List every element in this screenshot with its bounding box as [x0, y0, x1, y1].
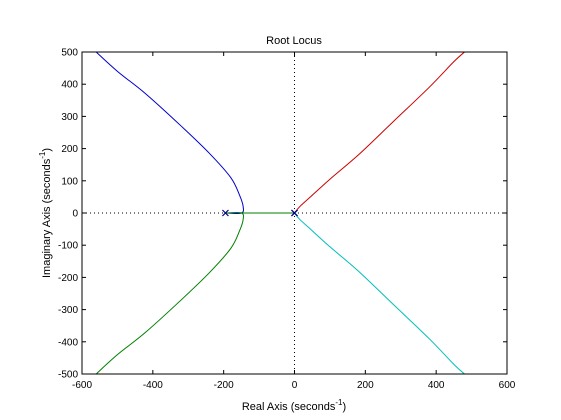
x-tick-label: 200	[357, 380, 374, 391]
x-tick-label: -400	[143, 380, 163, 391]
x-axis-label-close: )	[343, 401, 347, 413]
x-axis-label-text: Real Axis (seconds	[242, 401, 336, 413]
chart-title: Root Locus	[266, 35, 322, 47]
x-tick-label: -600	[72, 380, 92, 391]
y-axis-label-sup: -1	[38, 151, 47, 159]
locus-branch-2	[95, 212, 244, 375]
x-tick-label: 600	[499, 380, 516, 391]
y-tick-label: -100	[58, 241, 78, 252]
y-tick-label: -400	[58, 337, 78, 348]
pole-marker-3	[291, 209, 298, 217]
y-tick-label: -500	[58, 370, 78, 381]
y-tick-label: 400	[61, 80, 78, 91]
y-tick-label: 200	[61, 144, 78, 155]
x-tick-label: 0	[292, 380, 298, 391]
locus-branches	[95, 51, 465, 375]
x-axis-ticks: -600 -400 -200 0 200 400 600	[72, 52, 516, 391]
pole-markers	[222, 209, 298, 217]
x-axis-label: Real Axis (seconds-1)	[242, 398, 346, 413]
y-tick-label: 500	[61, 48, 78, 59]
pole-marker-1	[222, 209, 229, 217]
y-axis-label-text: Imaginary Axis (seconds	[41, 158, 53, 278]
y-tick-label: -300	[58, 305, 78, 316]
locus-branch-1	[95, 51, 244, 214]
y-axis-label: Imaginary Axis (seconds-1)	[38, 148, 53, 278]
x-tick-label: -200	[214, 380, 234, 391]
y-tick-label: 0	[72, 209, 78, 220]
x-tick-label: 400	[428, 380, 445, 391]
y-axis-ticks: -500 -400 -300 -200 -100 0 100 200 300 400 500	[58, 48, 507, 381]
x-axis-label-sup: -1	[335, 398, 343, 407]
y-tick-label: 100	[61, 176, 78, 187]
y-tick-label: 300	[61, 112, 78, 123]
locus-branch-5	[294, 212, 465, 375]
y-axis-label-close: )	[41, 148, 53, 152]
locus-branch-4	[294, 51, 465, 214]
y-tick-label: -200	[58, 273, 78, 284]
